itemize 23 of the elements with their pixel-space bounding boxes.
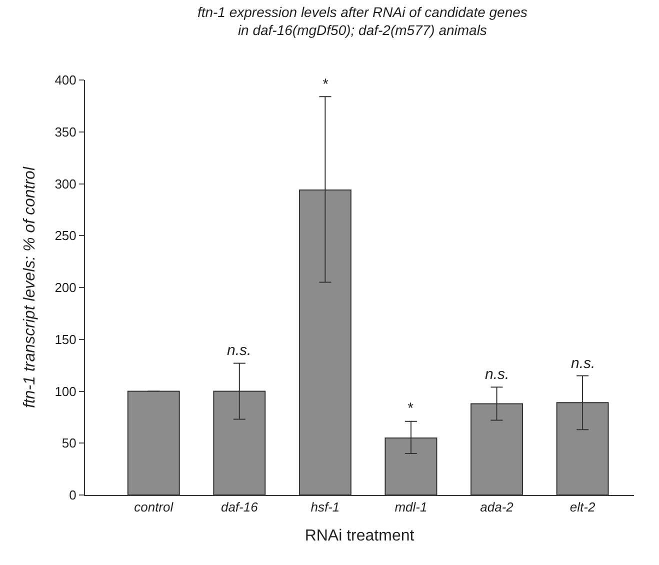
annotation: n.s. bbox=[227, 342, 252, 359]
y-tick-label: 200 bbox=[54, 280, 76, 296]
x-tick-label: ada-2 bbox=[480, 500, 514, 515]
y-tick-label: 150 bbox=[54, 332, 76, 347]
annotation: n.s. bbox=[571, 355, 596, 372]
y-tick-label: 400 bbox=[54, 72, 76, 88]
y-tick-label: 0 bbox=[69, 488, 76, 503]
y-tick-label: 100 bbox=[54, 384, 76, 399]
y-tick-label: 250 bbox=[54, 228, 76, 244]
y-tick-label: 300 bbox=[54, 176, 76, 192]
annotation: * bbox=[407, 400, 414, 417]
x-tick-label: elt-2 bbox=[570, 500, 596, 515]
annotation: n.s. bbox=[485, 366, 510, 383]
y-axis-title: ftn-1 transcript levels: % of control bbox=[22, 166, 39, 408]
x-axis-title: RNAi treatment bbox=[304, 527, 415, 544]
x-tick-label: mdl-1 bbox=[394, 500, 428, 515]
x-tick-label: hsf-1 bbox=[310, 500, 340, 515]
annotation: * bbox=[322, 76, 329, 93]
chart-title: ftn-1 expression levels after RNAi of candidate genes in daf-16(mgDf50); daf-2(m577) animals bbox=[197, 4, 528, 38]
x-tick-label: daf-16 bbox=[220, 500, 259, 515]
x-tick-label: control bbox=[134, 500, 174, 515]
y-tick-label: 350 bbox=[54, 124, 76, 140]
y-tick-label: 50 bbox=[62, 436, 76, 451]
